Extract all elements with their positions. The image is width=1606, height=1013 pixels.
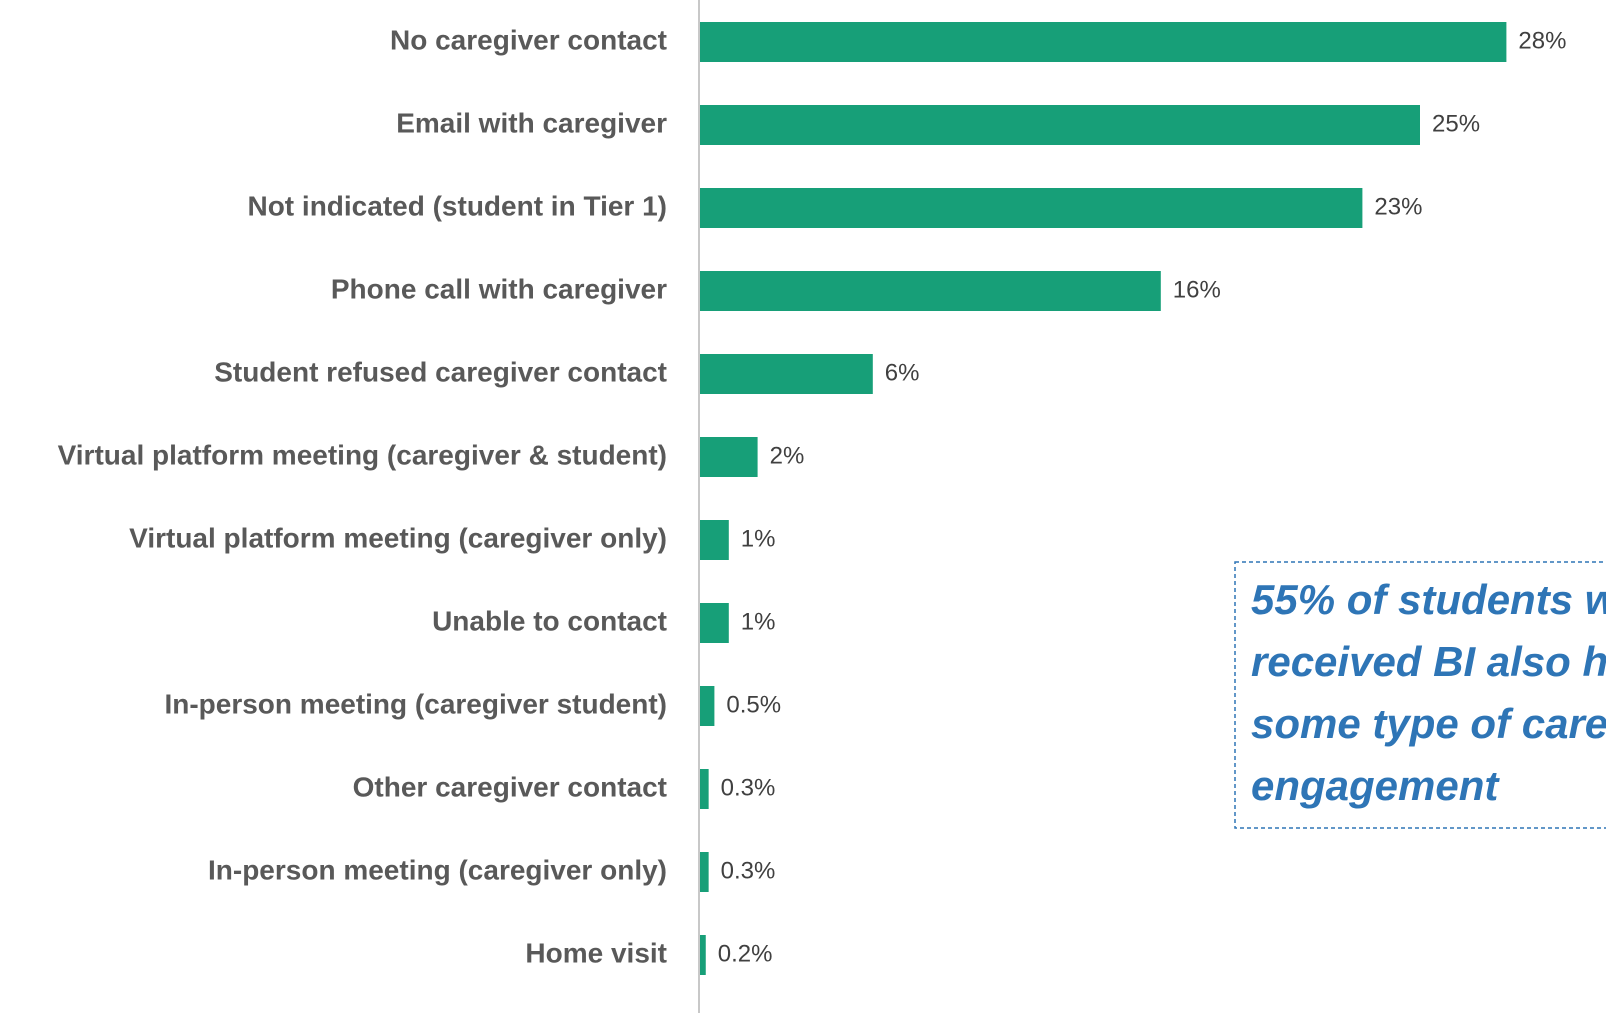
bar bbox=[700, 686, 715, 726]
value-label: 0.3% bbox=[721, 774, 776, 801]
bar bbox=[700, 105, 1420, 145]
annotation-text: 55% of students who bbox=[1251, 576, 1606, 623]
category-label: In-person meeting (caregiver student) bbox=[164, 688, 667, 719]
annotation-text: engagement bbox=[1251, 762, 1500, 809]
bar bbox=[700, 852, 709, 892]
value-label: 28% bbox=[1518, 27, 1566, 54]
value-label: 16% bbox=[1173, 276, 1221, 303]
bar bbox=[700, 437, 758, 477]
annotation-box bbox=[1234, 561, 1606, 829]
value-label: 1% bbox=[741, 608, 776, 635]
value-label: 2% bbox=[770, 442, 805, 469]
category-label: Other caregiver contact bbox=[353, 771, 667, 802]
category-label: Phone call with caregiver bbox=[331, 273, 667, 304]
bar bbox=[700, 520, 729, 560]
annotation-text: received BI also had bbox=[1251, 638, 1606, 685]
bar bbox=[700, 22, 1507, 62]
value-label: 25% bbox=[1432, 110, 1480, 137]
bar bbox=[700, 769, 709, 809]
value-label: 1% bbox=[741, 525, 776, 552]
category-label: Virtual platform meeting (caregiver & st… bbox=[58, 439, 667, 470]
category-label: Email with caregiver bbox=[396, 107, 667, 138]
annotation-text: some type of caregiver bbox=[1251, 700, 1606, 747]
category-label: No caregiver contact bbox=[390, 24, 667, 55]
value-label: 0.2% bbox=[718, 940, 773, 967]
category-label: Unable to contact bbox=[432, 605, 667, 636]
value-label: 23% bbox=[1374, 193, 1422, 220]
category-label: Virtual platform meeting (caregiver only… bbox=[129, 522, 667, 553]
value-label: 0.3% bbox=[721, 857, 776, 884]
category-label: Student refused caregiver contact bbox=[214, 356, 667, 387]
category-label: Not indicated (student in Tier 1) bbox=[247, 190, 667, 221]
value-label: 6% bbox=[885, 359, 920, 386]
bar bbox=[700, 354, 873, 394]
bar bbox=[700, 271, 1161, 311]
bar bbox=[700, 935, 706, 975]
bar bbox=[700, 188, 1363, 228]
value-label: 0.5% bbox=[726, 691, 781, 718]
category-label: Home visit bbox=[525, 937, 667, 968]
category-label: In-person meeting (caregiver only) bbox=[208, 854, 667, 885]
bar bbox=[700, 603, 729, 643]
